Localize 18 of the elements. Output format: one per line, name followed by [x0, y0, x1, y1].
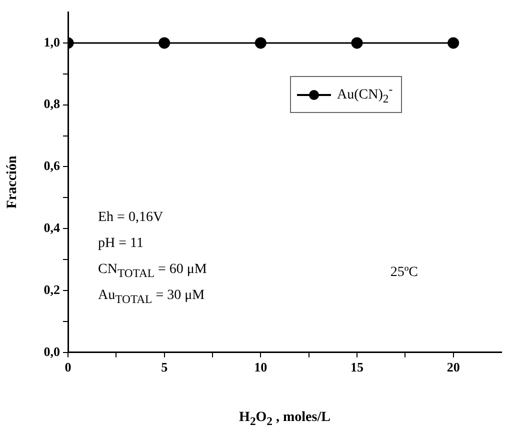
x-tick-label: 5: [161, 360, 168, 375]
x-tick-label: 15: [350, 360, 364, 375]
x-tick-label: 20: [446, 360, 460, 375]
annotation: Eh = 0,16V: [98, 209, 164, 228]
annotation: 25ºC: [390, 264, 418, 282]
y-tick-label: 0,2: [44, 282, 60, 297]
y-axis-title: Fracción: [5, 156, 20, 209]
annotation: pH = 11: [98, 235, 144, 254]
y-tick-label: 0,6: [44, 158, 60, 174]
y-tick-label: 0,4: [44, 220, 60, 235]
annotation: Au$_{TOTAL}$ = 30 μM: [98, 287, 206, 308]
x-tick-label: 0: [64, 360, 72, 375]
x-axis-title: H$_{2}$O$_{2}$ , moles/L: [238, 409, 332, 430]
y-tick-label: 0,8: [44, 96, 60, 112]
x-tick-label: 10: [254, 360, 268, 375]
y-tick-label: 1,0: [44, 34, 60, 50]
y-tick-label: 0,0: [44, 344, 60, 359]
annotation: CN$_{TOTAL}$ = 60 μM: [98, 261, 207, 282]
